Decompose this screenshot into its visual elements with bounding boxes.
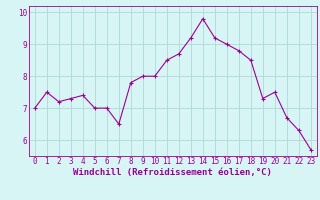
X-axis label: Windchill (Refroidissement éolien,°C): Windchill (Refroidissement éolien,°C) — [73, 168, 272, 177]
